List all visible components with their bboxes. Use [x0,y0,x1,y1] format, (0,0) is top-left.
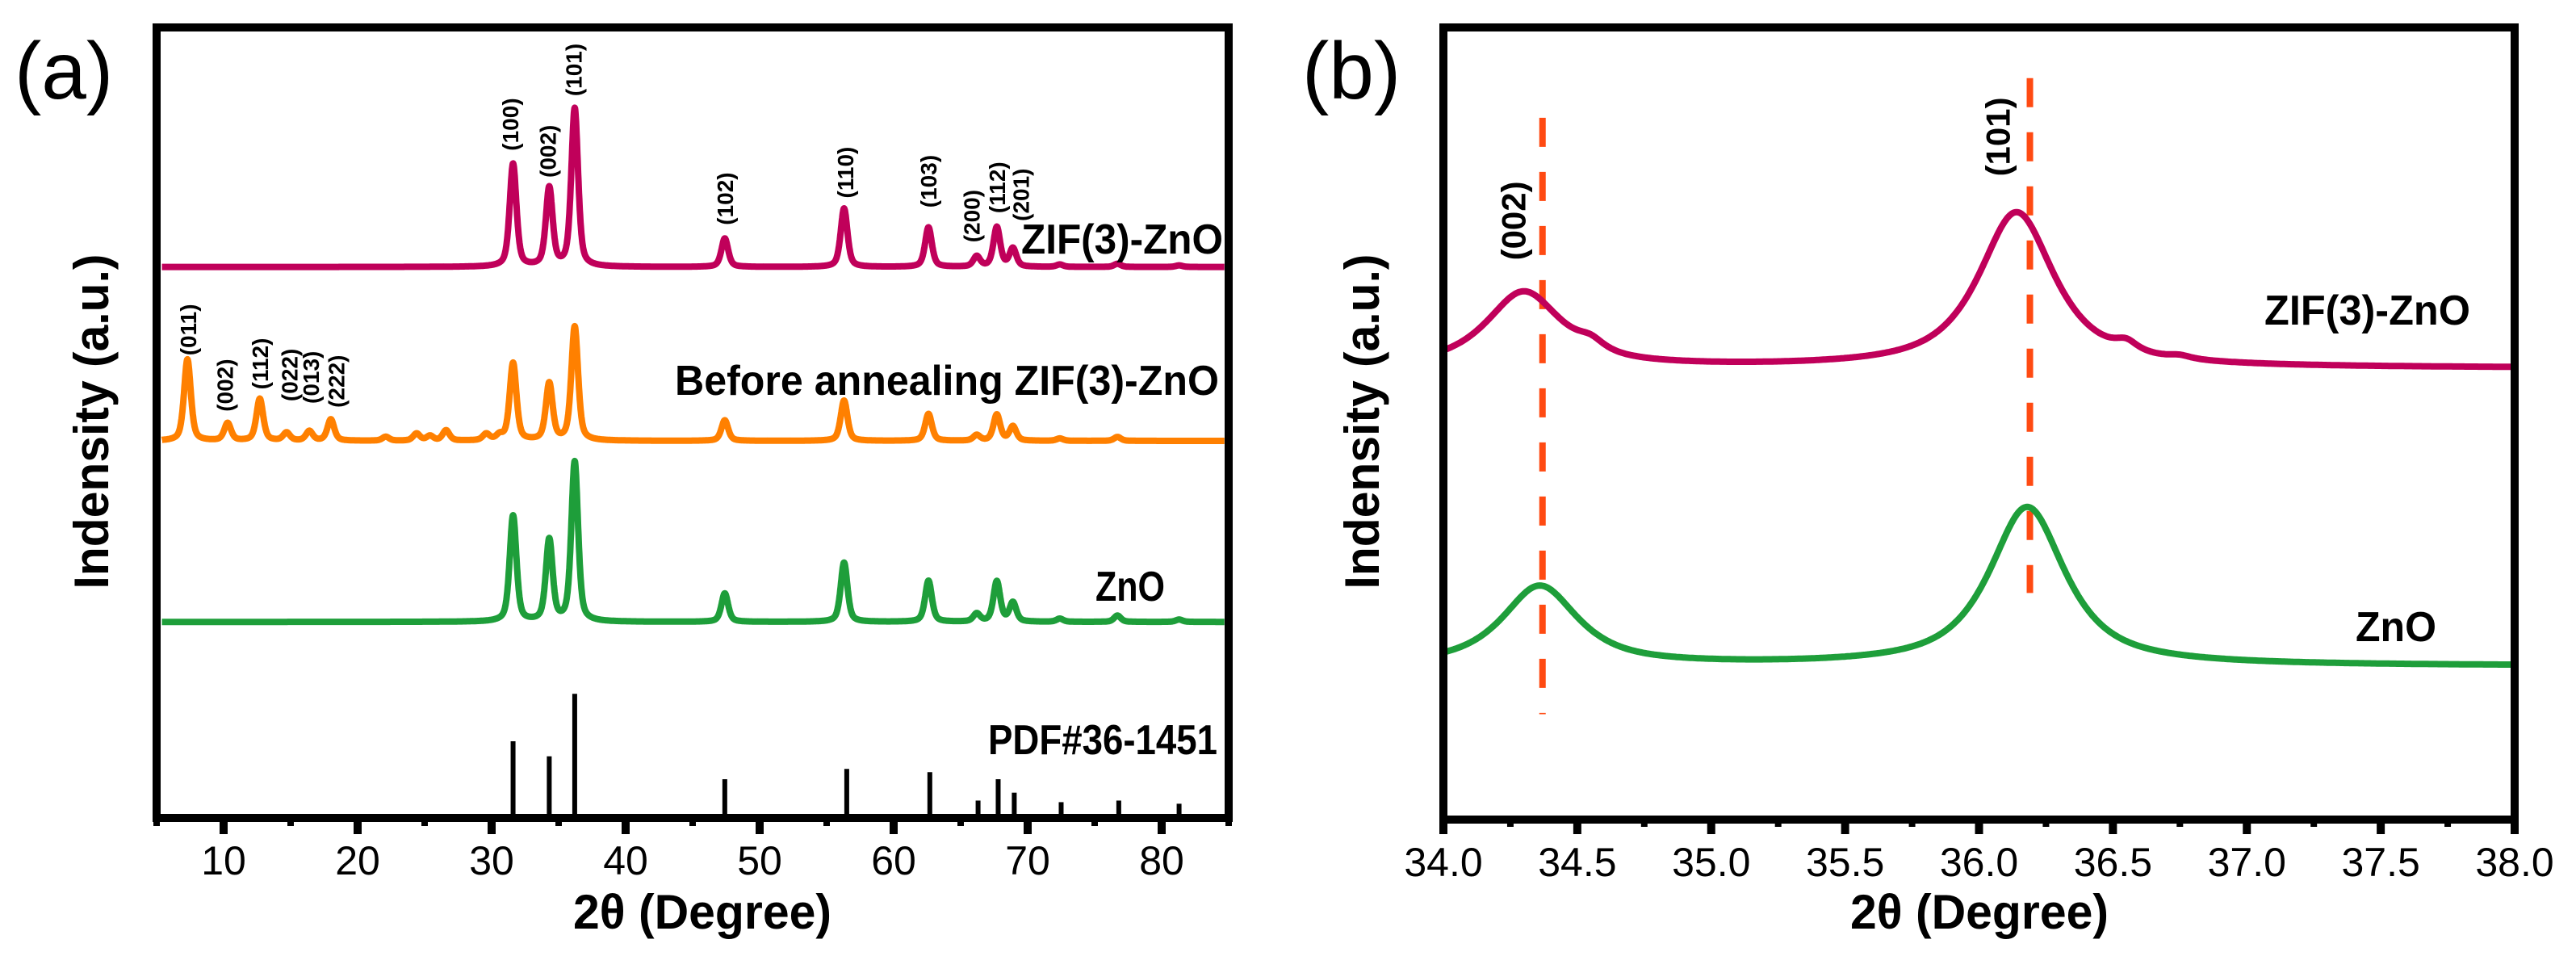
hkl-label: (100) [498,98,523,150]
series-curve-1 [159,322,1228,444]
x-tick-label: 30 [469,838,514,883]
x-tick-label: 50 [737,838,782,883]
hkl-label: (011) [176,304,201,355]
x-tick-label: 10 [201,838,246,883]
hkl-label: (002) [536,125,561,178]
hkl-label: (200) [959,190,984,242]
hkl-label: (112) [248,338,273,390]
panel-a-x-ticks: 10 20 30 40 50 60 70 80 [153,818,1232,883]
panel-a-x-axis-title: 2θ (Degree) [573,885,831,939]
x-tick-label: 36.5 [2074,840,2152,885]
x-tick-label: 34.0 [1404,840,1482,885]
hkl-label: (022) [277,349,302,401]
hkl-label: (102) [713,172,738,224]
x-tick-label: 36.0 [1940,840,2018,885]
panel-b-label: (b) [1302,26,1401,116]
panel-a-y-axis-title: Indensity (a.u.) [65,254,119,589]
hkl-label: (222) [324,355,349,408]
x-tick-label: 37.0 [2208,840,2286,885]
x-tick-label: 40 [603,838,648,883]
panel-a-label: (a) [15,26,113,116]
series-curve-0 [159,104,1228,271]
x-tick-label: 60 [871,838,916,883]
panel-a-curves [159,104,1228,626]
panel-a-hkl-labels: (100)(002)(101)(102) (110) (103)(200)(112)… [176,44,1034,412]
series-curve-b-1 [1441,503,2517,669]
panel-b-hkl-labels: (002) (101) [1494,97,2017,260]
x-tick-label: 34.5 [1538,840,1616,885]
x-tick-label: 35.5 [1806,840,1884,885]
panel-a: (a) (100)(002)(101)(102) (110) (103)(200)(… [15,23,1233,939]
panel-b-x-ticks: 34.0 34.5 35.0 35.5 36.0 36.5 37.0 37.5 38.0 [1404,820,2554,885]
panel-b-y-axis-title: Indensity (a.u.) [1335,254,1389,589]
hkl-label: (101) [561,44,586,96]
series-label-zno: ZnO [1095,564,1165,610]
hkl-label: (110) [833,147,858,199]
hkl-label: (201) [1009,168,1034,220]
series-label-b-zno: ZnO [2356,604,2436,651]
x-tick-label: 80 [1139,838,1184,883]
hkl-label: (013) [299,351,324,404]
x-tick-label: 37.5 [2341,840,2419,885]
hkl-label: (002) [1494,181,1532,260]
hkl-label: (101) [1979,97,2017,176]
x-tick-label: 38.0 [2475,840,2553,885]
series-label-zif3-zno: ZIF(3)-ZnO [1021,216,1223,263]
panel-b: (b) (002)(101) 34.0 34.5 35.0 35.5 36.0 36.5 3… [1302,23,2554,939]
series-label-before-annealing: Before annealing ZIF(3)-ZnO [675,358,1219,405]
series-curve-b-0 [1441,208,2517,371]
panel-b-x-axis-title: 2θ (Degree) [1850,885,2109,939]
panel-b-reference-lines [1539,78,2034,715]
reference-label-pdf: PDF#36-1451 [988,717,1217,764]
hkl-label: (112) [985,161,1010,213]
hkl-label: (103) [916,155,941,208]
hkl-label: (002) [213,359,238,411]
series-label-b-zif3-zno: ZIF(3)-ZnO [2264,287,2470,334]
x-tick-label: 35.0 [1672,840,1750,885]
x-tick-label: 70 [1005,838,1050,883]
x-tick-label: 20 [335,838,380,883]
panel-a-reference-sticks [510,694,1182,818]
panel-a-frame [153,23,1233,822]
panel-b-curves [1441,208,2517,669]
series-curve-2 [159,457,1228,626]
